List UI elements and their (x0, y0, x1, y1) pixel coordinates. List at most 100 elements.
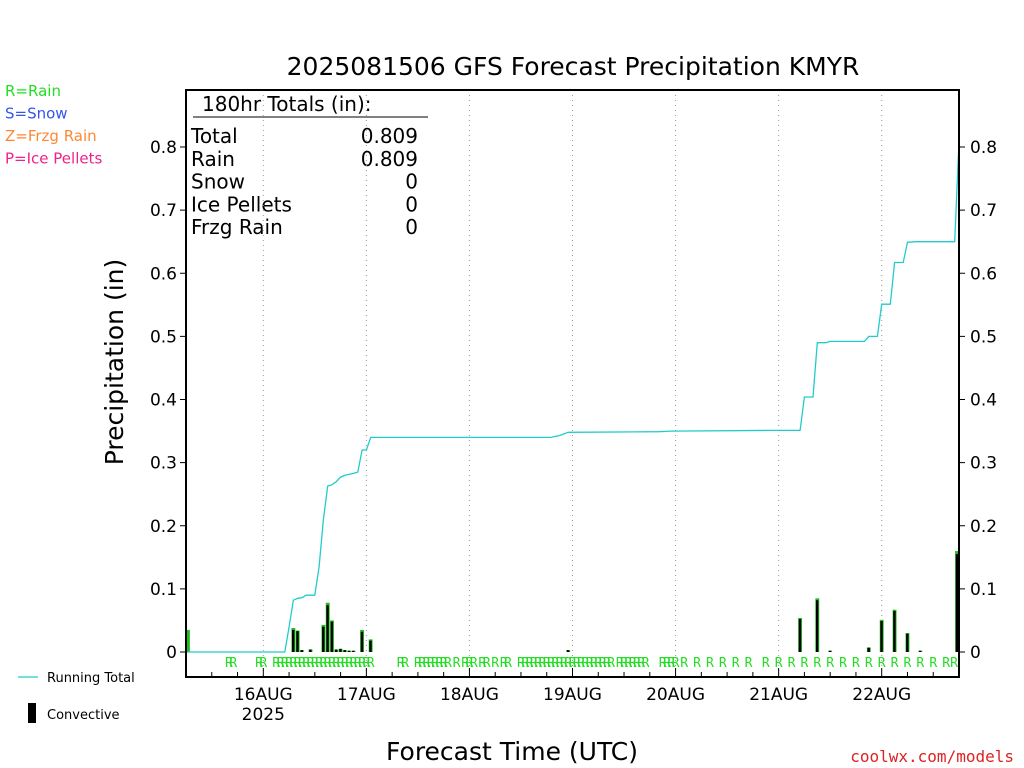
rain-marker: R (813, 656, 821, 671)
totals-rows: Total 0.809 Rain 0.809 Snow 0 Ice Pellets 0 Frzg… (190, 124, 418, 239)
rain-marker: R (418, 656, 426, 671)
rain-marker: R (259, 656, 267, 671)
rain-marker: R (916, 656, 924, 671)
precip-bar-convective (880, 621, 883, 652)
rain-marker: R (560, 656, 568, 671)
x-tick-label: 19AUG (543, 685, 602, 705)
rain-marker: R (719, 656, 727, 671)
precip-bar-convective (815, 600, 819, 652)
precip-bar-convective (296, 631, 299, 652)
rain-marker: R (680, 656, 688, 671)
totals-row-value: 0.809 (361, 147, 418, 171)
x-tick-label: 16AUG (234, 685, 293, 705)
totals-row-value: 0.809 (361, 124, 418, 148)
rain-marker: R (603, 656, 611, 671)
rain-marker: R (345, 656, 353, 671)
y-tick-label-left: 0.2 (150, 517, 177, 537)
precip-bar-convective (893, 610, 896, 652)
rain-marker: R (328, 656, 336, 671)
x-tick-label: 17AUG (337, 685, 396, 705)
rain-marker: R (315, 656, 323, 671)
rain-marker: R (397, 656, 405, 671)
rain-marker: R (642, 656, 650, 671)
rain-marker: R (255, 656, 263, 671)
rain-marker: R (272, 656, 280, 671)
totals-row-value: 0 (405, 170, 418, 194)
rain-marker: R (672, 656, 680, 671)
x-tick-label: 18AUG (440, 685, 499, 705)
y-tick-label-left: 0.1 (150, 580, 177, 600)
precip-type-legend-entry: R=Rain (5, 82, 61, 100)
rain-marker: R (500, 656, 508, 671)
y-tick-label-left: 0.8 (150, 138, 177, 158)
y-tick-label-left: 0.3 (150, 454, 177, 474)
rain-marker: R (453, 656, 461, 671)
rain-marker: R (521, 656, 529, 671)
rain-marker: R (367, 656, 375, 671)
y-tick-label-left: 0.5 (150, 327, 177, 347)
precip-bar-convective (339, 648, 342, 652)
precip-bar-convective (300, 650, 303, 652)
rain-marker: R (440, 656, 448, 671)
precip-type-legend-entry: S=Snow (5, 105, 68, 123)
y-axis-right: 0 0.1 0.2 0.3 0.4 0.5 0.6 0.7 0.8 (959, 138, 997, 663)
precip-bar-convective (566, 650, 570, 652)
rain-marker: R (354, 656, 362, 671)
rain-marker: R (826, 656, 834, 671)
rain-marker: R (633, 656, 641, 671)
rain-marker: R (556, 656, 564, 671)
rain-marker: R (616, 656, 624, 671)
rain-marker: R (693, 656, 701, 671)
rain-marker: R (586, 656, 594, 671)
rain-marker: R (491, 656, 499, 671)
rain-marker: R (839, 656, 847, 671)
rain-marker: R (285, 656, 293, 671)
rain-marker: R (444, 656, 452, 671)
rain-marker: R (594, 656, 602, 671)
rain-marker: R (564, 656, 572, 671)
rain-marker: R (324, 656, 332, 671)
precip-bar-convective (309, 649, 312, 652)
rain-marker: R (543, 656, 551, 671)
precip-bar-convective (334, 649, 338, 652)
rain-marker: R (341, 656, 349, 671)
precip-bar-convective (867, 647, 870, 652)
rain-marker: R (427, 656, 435, 671)
rain-marker: R (517, 656, 525, 671)
rain-marker: R (362, 656, 370, 671)
rain-marker: R (667, 656, 675, 671)
rain-marker: R (539, 656, 547, 671)
rain-marker: R (534, 656, 542, 671)
precip-bar-convective (326, 605, 329, 652)
convective-legend-swatch (28, 703, 36, 723)
x-tick-label: 21AUG (749, 685, 808, 705)
running-total-legend-label: Running Total (47, 671, 135, 686)
rain-marker: R (590, 656, 598, 671)
grid-lines (262, 90, 883, 677)
rain-marker: R (466, 656, 474, 671)
series-legend: Running Total Convective (18, 671, 135, 723)
precip-bar-convective (919, 650, 922, 652)
precip-type-legend: R=Rain S=Snow Z=Frzg Rain P=Ice Pellets (5, 82, 102, 168)
rain-marker: R (358, 656, 366, 671)
chart-title: 2025081506 GFS Forecast Precipitation KM… (287, 52, 860, 81)
precip-bar-convective (369, 640, 372, 652)
x-tick-sublabel: 2025 (242, 705, 285, 725)
y-tick-label-right: 0.8 (970, 138, 997, 158)
y-tick-label-right: 0.2 (970, 517, 997, 537)
convective-legend-label: Convective (47, 708, 120, 723)
precip-bar-convective (330, 621, 334, 652)
rain-marker: R (775, 656, 783, 671)
rain-marker: R (624, 656, 632, 671)
rain-marker: R (942, 656, 950, 671)
precip-type-legend-entry: Z=Frzg Rain (5, 127, 97, 145)
rain-marker: R (478, 656, 486, 671)
rain-marker: R (732, 656, 740, 671)
totals-row-label: Frzg Rain (191, 215, 283, 239)
rain-marker: R (461, 656, 469, 671)
rain-marker: R (573, 656, 581, 671)
y-axis-left: 0 0.1 0.2 0.3 0.4 0.5 0.6 0.7 0.8 (150, 138, 186, 663)
